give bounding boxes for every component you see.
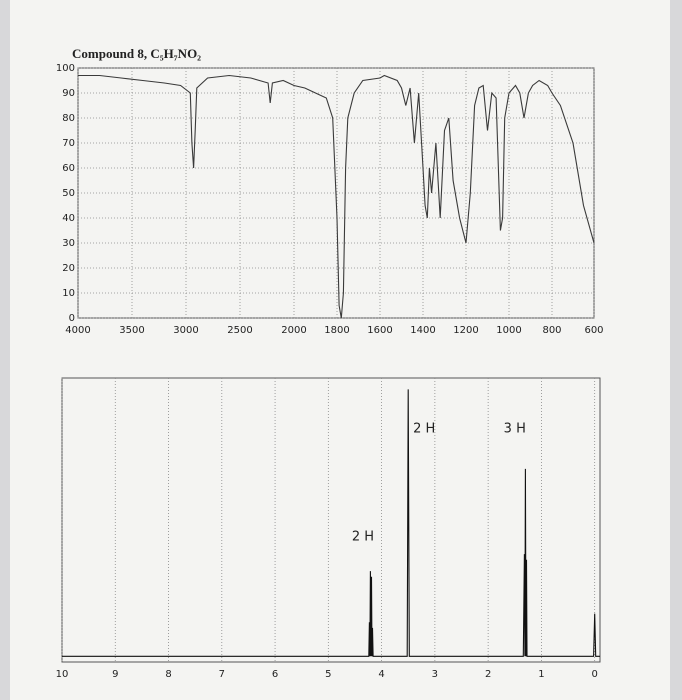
y-tick-label: 0 xyxy=(69,313,75,324)
chart-title: Compound 8, C₅H₇NO₂ xyxy=(72,46,201,61)
paper xyxy=(10,0,670,700)
x-tick-label: 0 xyxy=(591,669,597,680)
x-tick-label: 2500 xyxy=(227,325,252,336)
y-tick-label: 20 xyxy=(62,263,75,274)
x-tick-label: 3500 xyxy=(119,325,144,336)
x-tick-label: 1600 xyxy=(367,325,392,336)
x-tick-label: 1800 xyxy=(324,325,349,336)
x-tick-label: 1 xyxy=(538,669,544,680)
spectrum-line xyxy=(62,389,600,657)
x-tick-label: 2 xyxy=(485,669,491,680)
x-tick-label: 3000 xyxy=(173,325,198,336)
x-tick-label: 800 xyxy=(542,325,561,336)
x-tick-label: 1400 xyxy=(410,325,435,336)
x-tick-label: 600 xyxy=(584,325,603,336)
x-tick-label: 8 xyxy=(165,669,171,680)
annotation: 3 H xyxy=(504,422,526,437)
x-tick-label: 3 xyxy=(432,669,438,680)
x-tick-label: 6 xyxy=(272,669,278,680)
y-tick-label: 40 xyxy=(62,213,75,224)
annotation: 2 H xyxy=(352,530,374,545)
x-tick-label: 4 xyxy=(378,669,384,680)
y-tick-label: 50 xyxy=(62,188,75,199)
x-tick-label: 10 xyxy=(56,669,69,680)
y-tick-label: 60 xyxy=(62,163,75,174)
y-tick-label: 30 xyxy=(62,238,75,249)
x-tick-label: 4000 xyxy=(65,325,90,336)
y-tick-label: 70 xyxy=(62,138,75,149)
y-tick-label: 90 xyxy=(62,88,75,99)
y-tick-label: 80 xyxy=(62,113,75,124)
y-tick-label: 10 xyxy=(62,288,75,299)
x-tick-label: 7 xyxy=(219,669,225,680)
x-tick-label: 2000 xyxy=(281,325,306,336)
annotation: 2 H xyxy=(413,422,435,437)
spectrum-line xyxy=(78,74,595,319)
x-tick-label: 1200 xyxy=(453,325,478,336)
x-tick-label: 5 xyxy=(325,669,331,680)
x-tick-label: 1000 xyxy=(496,325,521,336)
x-tick-label: 9 xyxy=(112,669,118,680)
y-tick-label: 100 xyxy=(56,63,75,74)
